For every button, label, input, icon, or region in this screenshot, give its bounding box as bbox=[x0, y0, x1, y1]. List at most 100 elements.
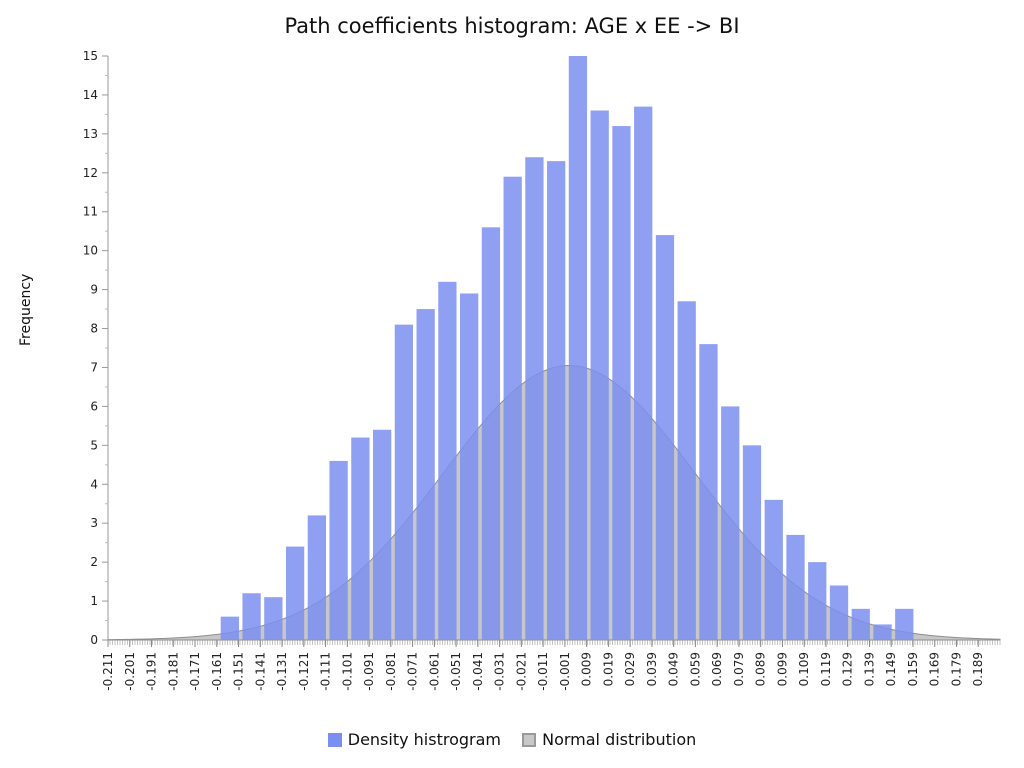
histogram-bar bbox=[808, 562, 827, 640]
histogram-bar bbox=[264, 597, 283, 640]
x-tick-label: -0.201 bbox=[123, 652, 137, 691]
histogram-bar bbox=[242, 593, 261, 640]
histogram-bars-layer bbox=[220, 56, 914, 641]
y-tick-label: 1 bbox=[90, 594, 98, 608]
histogram-bar bbox=[503, 176, 522, 640]
histogram-bar bbox=[786, 534, 805, 640]
histogram-bar bbox=[416, 309, 435, 640]
x-tick-label: 0.039 bbox=[645, 652, 659, 686]
x-tick-label: 0.149 bbox=[884, 652, 898, 686]
x-tick-label: -0.001 bbox=[558, 652, 572, 691]
histogram-bar bbox=[895, 608, 914, 640]
x-tick-label: 0.179 bbox=[949, 652, 963, 686]
x-tick-label: -0.121 bbox=[297, 652, 311, 691]
x-tick-label: 0.029 bbox=[623, 652, 637, 686]
x-tick-label: -0.061 bbox=[427, 652, 441, 691]
legend-item-normal: Normal distribution bbox=[522, 730, 696, 749]
histogram-bar bbox=[307, 515, 326, 640]
y-tick-label: 11 bbox=[83, 205, 98, 219]
y-tick-label: 6 bbox=[90, 399, 98, 413]
x-tick-label: -0.081 bbox=[384, 652, 398, 691]
x-tick-label: 0.069 bbox=[710, 652, 724, 686]
histogram-bar bbox=[438, 281, 457, 640]
x-tick-label: -0.141 bbox=[253, 652, 267, 691]
histogram-bar bbox=[873, 624, 892, 640]
x-tick-label: -0.191 bbox=[145, 652, 159, 691]
x-tick-label: 0.049 bbox=[667, 652, 681, 686]
y-tick-label: 10 bbox=[83, 244, 98, 258]
x-tick-label: -0.021 bbox=[514, 652, 528, 691]
x-tick-label: -0.091 bbox=[362, 652, 376, 691]
x-tick-label: 0.159 bbox=[906, 652, 920, 686]
legend-label-normal: Normal distribution bbox=[542, 730, 697, 749]
legend: Density histrogram Normal distribution bbox=[0, 730, 1024, 751]
x-tick-label: -0.181 bbox=[166, 652, 180, 691]
x-tick-label: 0.019 bbox=[601, 652, 615, 686]
histogram-bar bbox=[481, 227, 501, 640]
histogram-bar bbox=[329, 460, 348, 640]
x-tick-label: 0.119 bbox=[819, 652, 833, 686]
y-tick-label: 9 bbox=[90, 283, 98, 297]
x-tick-label: -0.041 bbox=[471, 652, 485, 691]
x-tick-label: 0.129 bbox=[841, 652, 855, 686]
histogram-bar bbox=[285, 546, 305, 640]
legend-swatch-density bbox=[327, 732, 342, 747]
histogram-bar bbox=[742, 445, 762, 640]
chart-title: Path coefficients histogram: AGE x EE ->… bbox=[284, 14, 740, 38]
x-tick-label: -0.031 bbox=[493, 652, 507, 691]
histogram-bar bbox=[721, 406, 740, 640]
histogram-bar bbox=[460, 293, 479, 640]
x-tick-label: -0.101 bbox=[340, 652, 354, 691]
histogram-bar bbox=[394, 324, 414, 640]
x-tick-label: 0.189 bbox=[971, 652, 985, 686]
histogram-bar bbox=[851, 608, 870, 640]
legend-label-density: Density histrogram bbox=[347, 730, 501, 749]
histogram-bar bbox=[220, 616, 239, 640]
y-tick-label: 2 bbox=[90, 555, 98, 569]
histogram-bar bbox=[568, 56, 588, 640]
histogram-bar bbox=[525, 157, 544, 641]
histogram-bar bbox=[829, 585, 849, 640]
x-tick-label: -0.161 bbox=[210, 652, 224, 691]
x-tick-label: -0.011 bbox=[536, 652, 550, 691]
histogram-bar bbox=[699, 344, 718, 640]
x-tick-label: 0.009 bbox=[580, 652, 594, 686]
y-tick-label: 5 bbox=[90, 438, 98, 452]
y-tick-label: 14 bbox=[83, 88, 98, 102]
y-tick-label: 13 bbox=[83, 127, 98, 141]
y-tick-label: 0 bbox=[90, 633, 98, 647]
x-tick-label: 0.109 bbox=[797, 652, 811, 686]
histogram-bar bbox=[372, 429, 392, 640]
histogram-bar bbox=[677, 301, 696, 640]
histogram-bar bbox=[612, 126, 631, 640]
x-tick-label: -0.171 bbox=[188, 652, 202, 691]
x-tick-label: 0.089 bbox=[754, 652, 768, 686]
y-tick-label: 12 bbox=[83, 166, 98, 180]
x-tick-label: 0.099 bbox=[775, 652, 789, 686]
x-tick-label: 0.059 bbox=[688, 652, 702, 686]
x-tick-label: -0.151 bbox=[232, 652, 246, 691]
histogram-bar bbox=[547, 161, 566, 640]
y-tick-label: 8 bbox=[90, 322, 98, 336]
histogram-bar bbox=[590, 110, 609, 640]
x-tick-label: -0.211 bbox=[101, 652, 115, 691]
histogram-bar bbox=[655, 235, 675, 640]
legend-swatch-normal bbox=[522, 732, 537, 747]
x-tick-label: -0.111 bbox=[319, 652, 333, 691]
x-tick-label: -0.071 bbox=[406, 652, 420, 691]
x-tick-label: 0.169 bbox=[928, 652, 942, 686]
y-tick-label: 4 bbox=[90, 477, 98, 491]
x-tick-label: 0.079 bbox=[732, 652, 746, 686]
legend-item-density: Density histrogram bbox=[327, 730, 501, 749]
histogram-bar bbox=[351, 437, 370, 640]
x-tick-label: -0.131 bbox=[275, 652, 289, 691]
y-tick-label: 7 bbox=[90, 360, 98, 374]
y-tick-label: 3 bbox=[90, 516, 98, 530]
x-tick-label: 0.139 bbox=[862, 652, 876, 686]
y-tick-label: 15 bbox=[83, 49, 98, 63]
x-tick-label: -0.051 bbox=[449, 652, 463, 691]
histogram-bar bbox=[634, 106, 653, 641]
